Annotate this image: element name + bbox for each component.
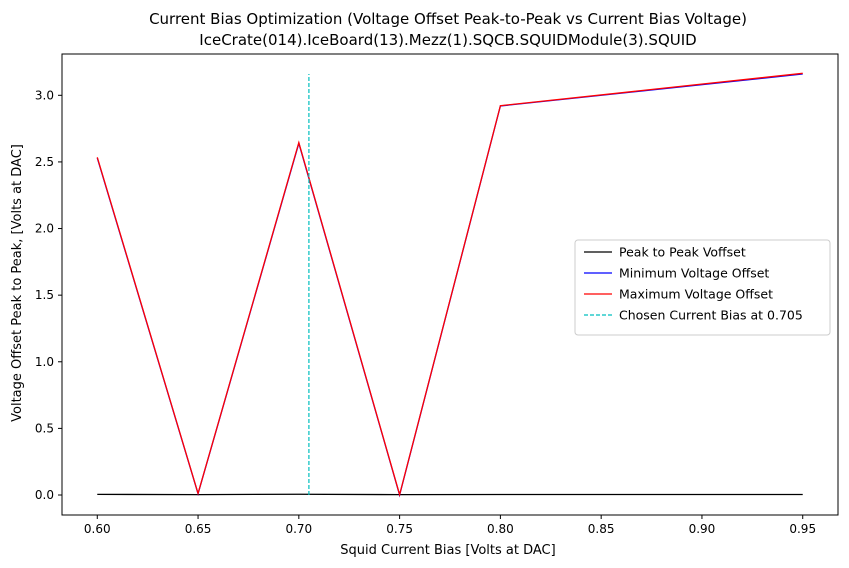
legend-box xyxy=(574,239,831,336)
y-tick-label: 2.5 xyxy=(35,155,54,169)
legend-entry-maximum: Maximum Voltage Offset xyxy=(619,287,773,302)
x-tick-label: 0.70 xyxy=(285,522,312,536)
y-tick-label: 0.0 xyxy=(35,488,54,502)
y-tick-label: 1.5 xyxy=(35,288,54,302)
x-axis-ticks: 0.60 0.65 0.70 0.75 0.80 0.85 0.90 0.95 xyxy=(84,515,816,536)
y-tick-label: 2.0 xyxy=(35,222,54,236)
x-tick-label: 0.85 xyxy=(588,522,615,536)
x-tick-label: 0.95 xyxy=(789,522,816,536)
x-tick-label: 0.60 xyxy=(84,522,111,536)
plot-frame xyxy=(61,53,839,516)
plot-lines xyxy=(96,72,803,498)
legend-entry-minimum: Minimum Voltage Offset xyxy=(619,266,769,281)
legend: Peak to Peak Voffset Minimum Voltage Off… xyxy=(574,239,831,336)
x-tick-label: 0.75 xyxy=(386,522,413,536)
y-tick-label: 3.0 xyxy=(35,88,54,102)
x-tick-label: 0.65 xyxy=(185,522,212,536)
chart-title: Current Bias Optimization (Voltage Offse… xyxy=(149,10,747,28)
legend-entry-chosen-bias: Chosen Current Bias at 0.705 xyxy=(619,308,803,323)
y-axis-ticks: 0.0 0.5 1.0 1.5 2.0 2.5 3.0 xyxy=(35,88,62,502)
y-tick-label: 1.0 xyxy=(35,355,54,369)
y-axis-label: Voltage Offset Peak to Peak, [Volts at D… xyxy=(10,144,25,422)
x-axis-label: Squid Current Bias [Volts at DAC] xyxy=(340,543,555,558)
legend-entry-peak-to-peak: Peak to Peak Voffset xyxy=(619,245,746,260)
x-tick-label: 0.90 xyxy=(689,522,716,536)
chart-subtitle: IceCrate(014).IceBoard(13).Mezz(1).SQCB.… xyxy=(199,31,696,49)
series-line-2 xyxy=(96,72,803,498)
y-tick-label: 0.5 xyxy=(35,421,54,435)
x-tick-label: 0.80 xyxy=(487,522,514,536)
